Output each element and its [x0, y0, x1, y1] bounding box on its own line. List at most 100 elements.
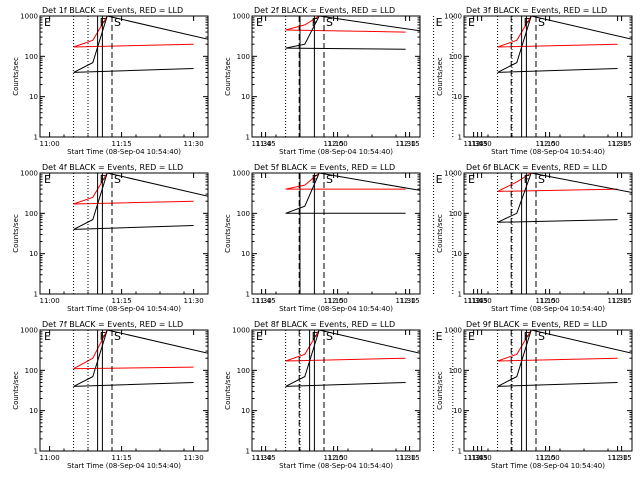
y-tick-label: 10	[453, 250, 462, 258]
x-tick-label: 11:00	[40, 297, 60, 305]
x-tick-label: 12:15	[612, 297, 632, 305]
x-tick-label: 11:45	[256, 454, 276, 462]
y-tick-label: 1	[34, 291, 38, 299]
x-tick-label: 11:00	[40, 454, 60, 462]
y-tick-label: 100	[237, 210, 250, 218]
x-tick-label: 11:45	[256, 140, 276, 148]
x-tick-label: 11:15	[112, 454, 132, 462]
panel-series	[285, 173, 420, 214]
panel-series	[497, 173, 632, 223]
events-series-line	[73, 16, 208, 73]
y-tick-label: 10	[453, 93, 462, 101]
events-series-line	[73, 173, 208, 230]
plot-frame	[39, 172, 209, 295]
y-tick-label: 1000	[20, 170, 38, 178]
x-tick-label: 12:30	[472, 297, 492, 305]
x-tick-label: 11:45	[468, 140, 488, 148]
interval-label: E	[468, 330, 475, 343]
plot-frame	[39, 15, 209, 138]
x-tick-label: 12:30	[472, 140, 492, 148]
interval-label: S	[538, 16, 545, 29]
panel-title: Det 1f BLACK = Events, RED = LLD	[42, 6, 183, 15]
lld-series-line	[73, 330, 208, 370]
interval-label: F	[100, 330, 106, 343]
interval-label: F	[524, 16, 530, 29]
x-tick-label: 12:15	[400, 454, 420, 462]
panel-3: Det 3f BLACK = Events, RED = LLDEFSE1101…	[436, 6, 633, 156]
y-tick-label: 1	[458, 134, 462, 142]
y-tick-label: 100	[237, 53, 250, 61]
interval-label: E	[436, 16, 443, 29]
y-tick-label: 1000	[20, 13, 38, 21]
panel-series	[73, 16, 208, 73]
panel-title: Det 7f BLACK = Events, RED = LLD	[42, 320, 183, 329]
panel-title: Det 4f BLACK = Events, RED = LLD	[42, 163, 183, 172]
y-tick-label: 1000	[232, 327, 250, 335]
x-tick-label: 11:45	[468, 297, 488, 305]
panel-series	[285, 330, 420, 387]
x-axis-label: Start Time (08-Sep-04 10:54:40)	[491, 462, 605, 470]
y-tick-label: 1000	[444, 327, 462, 335]
x-tick-label: 11:15	[324, 297, 344, 305]
lld-series-line	[73, 16, 208, 48]
plot-frame	[463, 15, 633, 138]
x-tick-label: 11:15	[536, 454, 556, 462]
y-axis-label: Counts/sec	[224, 57, 232, 96]
y-tick-label: 100	[449, 53, 462, 61]
x-tick-label: 11:30	[184, 454, 204, 462]
y-tick-label: 1	[246, 134, 250, 142]
panel-series	[497, 330, 632, 387]
y-axis-label: Counts/sec	[436, 371, 444, 410]
x-tick-label: 11:15	[536, 297, 556, 305]
plot-frame	[463, 329, 633, 452]
y-tick-label: 1	[246, 448, 250, 456]
x-tick-label: 11:30	[396, 140, 416, 148]
x-tick-label: 11:30	[252, 297, 272, 305]
interval-label: S	[326, 16, 333, 29]
x-axis-label: Start Time (08-Sep-04 10:54:40)	[491, 305, 605, 313]
x-axis-label: Start Time (08-Sep-04 10:54:40)	[279, 462, 393, 470]
y-axis-label: Counts/sec	[12, 214, 20, 253]
plot-frame	[251, 329, 421, 452]
x-tick-label: 11:30	[608, 140, 628, 148]
interval-label: E	[256, 330, 263, 343]
x-tick-label: 11:15	[324, 454, 344, 462]
x-tick-label: 11:30	[184, 297, 204, 305]
events-series-line	[285, 330, 420, 387]
lld-series-line	[73, 173, 208, 205]
events-series-line	[73, 330, 208, 387]
y-tick-label: 1000	[232, 13, 250, 21]
panel-title: Det 9f BLACK = Events, RED = LLD	[466, 320, 607, 329]
y-tick-label: 10	[29, 407, 38, 415]
x-tick-label: 11:30	[464, 140, 484, 148]
plot-frame	[39, 329, 209, 452]
interval-label: S	[538, 173, 545, 186]
interval-label: E	[468, 173, 475, 186]
x-tick-label: 11:45	[256, 297, 276, 305]
x-tick-label: 11:45	[468, 454, 488, 462]
interval-label: F	[524, 173, 530, 186]
y-tick-label: 1000	[444, 170, 462, 178]
x-tick-label: 11:00	[40, 140, 60, 148]
x-tick-label: 12:00	[328, 140, 348, 148]
panel-series	[497, 16, 632, 73]
x-tick-label: 11:15	[112, 140, 132, 148]
x-tick-label: 12:00	[540, 297, 560, 305]
y-tick-label: 1	[246, 291, 250, 299]
x-tick-label: 12:00	[540, 454, 560, 462]
interval-label: F	[100, 16, 106, 29]
y-tick-label: 1000	[444, 13, 462, 21]
x-axis-label: Start Time (08-Sep-04 10:54:40)	[67, 462, 181, 470]
y-axis-label: Counts/sec	[436, 57, 444, 96]
interval-label: F	[312, 16, 318, 29]
events-series-line	[285, 173, 420, 214]
plot-frame	[251, 172, 421, 295]
interval-label: E	[256, 16, 263, 29]
x-axis-label: Start Time (08-Sep-04 10:54:40)	[279, 305, 393, 313]
interval-label: E	[44, 16, 51, 29]
panel-title: Det 3f BLACK = Events, RED = LLD	[466, 6, 607, 15]
